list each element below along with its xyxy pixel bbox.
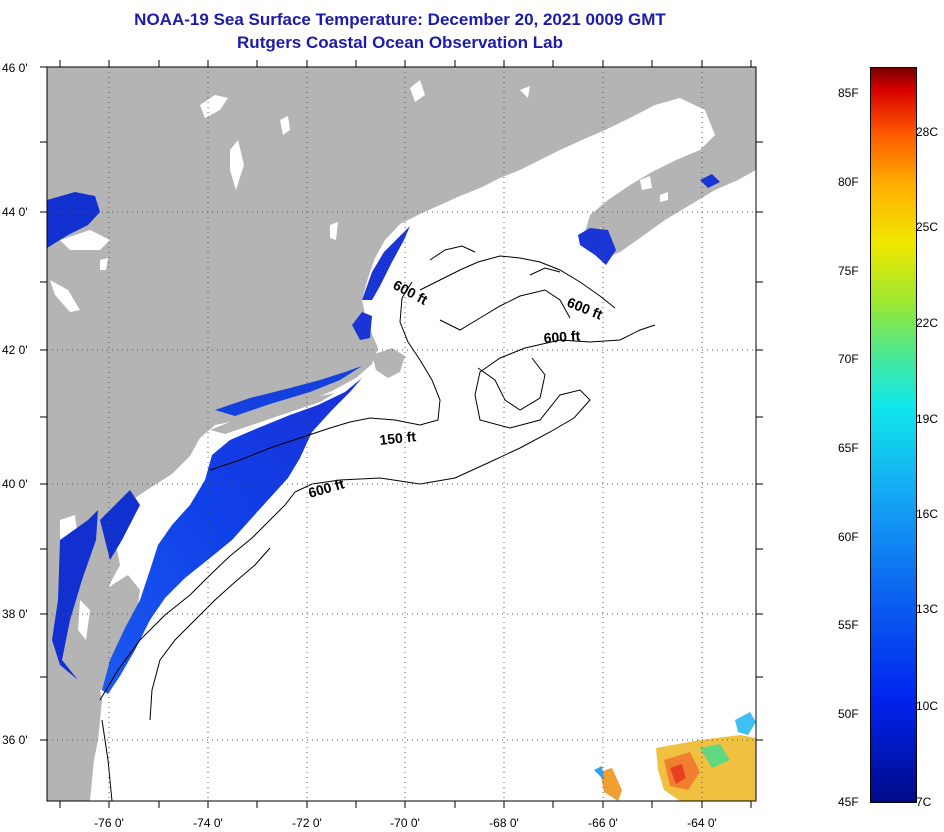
colorbar-f-label: 85F bbox=[838, 86, 859, 100]
colorbar-f-label: 70F bbox=[838, 352, 859, 366]
colorbar-f-label: 60F bbox=[838, 530, 859, 544]
colorbar-f-label: 75F bbox=[838, 264, 859, 278]
lon-label: -66 0' bbox=[588, 816, 618, 830]
warm-water-patch bbox=[594, 712, 756, 801]
land-us-mainland bbox=[47, 67, 756, 801]
lat-label: 46 0' bbox=[2, 61, 28, 75]
land-delmarva bbox=[98, 575, 140, 690]
map-subtitle: Rutgers Coastal Ocean Observation Lab bbox=[237, 33, 563, 52]
lat-label: 44 0' bbox=[2, 205, 28, 219]
colorbar-f-label: 80F bbox=[838, 175, 859, 189]
lon-label: -74 0' bbox=[193, 816, 223, 830]
depth-label-150ft: 150 ft bbox=[379, 428, 417, 448]
colorbar-c-label: 22C bbox=[916, 316, 939, 330]
colorbar-f-label: 50F bbox=[838, 707, 859, 721]
land-nova-scotia bbox=[598, 150, 756, 260]
temperature-colorbar bbox=[870, 67, 917, 803]
colorbar-c-label: 28C bbox=[916, 125, 939, 139]
graticule bbox=[47, 67, 756, 801]
colorbar-f-label: 65F bbox=[838, 441, 859, 455]
colorbar-c-label: 19C bbox=[916, 412, 939, 426]
lon-label: -70 0' bbox=[390, 816, 420, 830]
colorbar-c-label: 13C bbox=[916, 602, 939, 616]
lat-label: 36 0' bbox=[2, 733, 28, 747]
lat-label: 40 0' bbox=[2, 477, 28, 491]
land-long-island bbox=[210, 393, 335, 434]
lon-label: -76 0' bbox=[94, 816, 124, 830]
colorbar-f-label: 45F bbox=[838, 795, 859, 809]
contour-150ft bbox=[209, 281, 441, 471]
colorbar-c-label: 25C bbox=[916, 220, 939, 234]
colorbar-f-label: 55F bbox=[838, 618, 859, 632]
lat-label: 38 0' bbox=[2, 607, 28, 621]
land-cape-cod bbox=[372, 348, 405, 378]
lon-label: -72 0' bbox=[292, 816, 322, 830]
colorbar-c-label: 7C bbox=[916, 795, 932, 809]
lon-label: -64 0' bbox=[687, 816, 717, 830]
depth-label-600ft-georges: 600 ft bbox=[543, 327, 581, 346]
contour-600ft-shelf bbox=[99, 324, 656, 701]
map-title: NOAA-19 Sea Surface Temperature: Decembe… bbox=[134, 10, 666, 29]
lat-label: 42 0' bbox=[2, 343, 28, 357]
sst-coastal-plume bbox=[102, 378, 362, 694]
lon-label: -68 0' bbox=[489, 816, 519, 830]
colorbar-c-label: 16C bbox=[916, 507, 939, 521]
colorbar-c-label: 10C bbox=[916, 699, 939, 713]
